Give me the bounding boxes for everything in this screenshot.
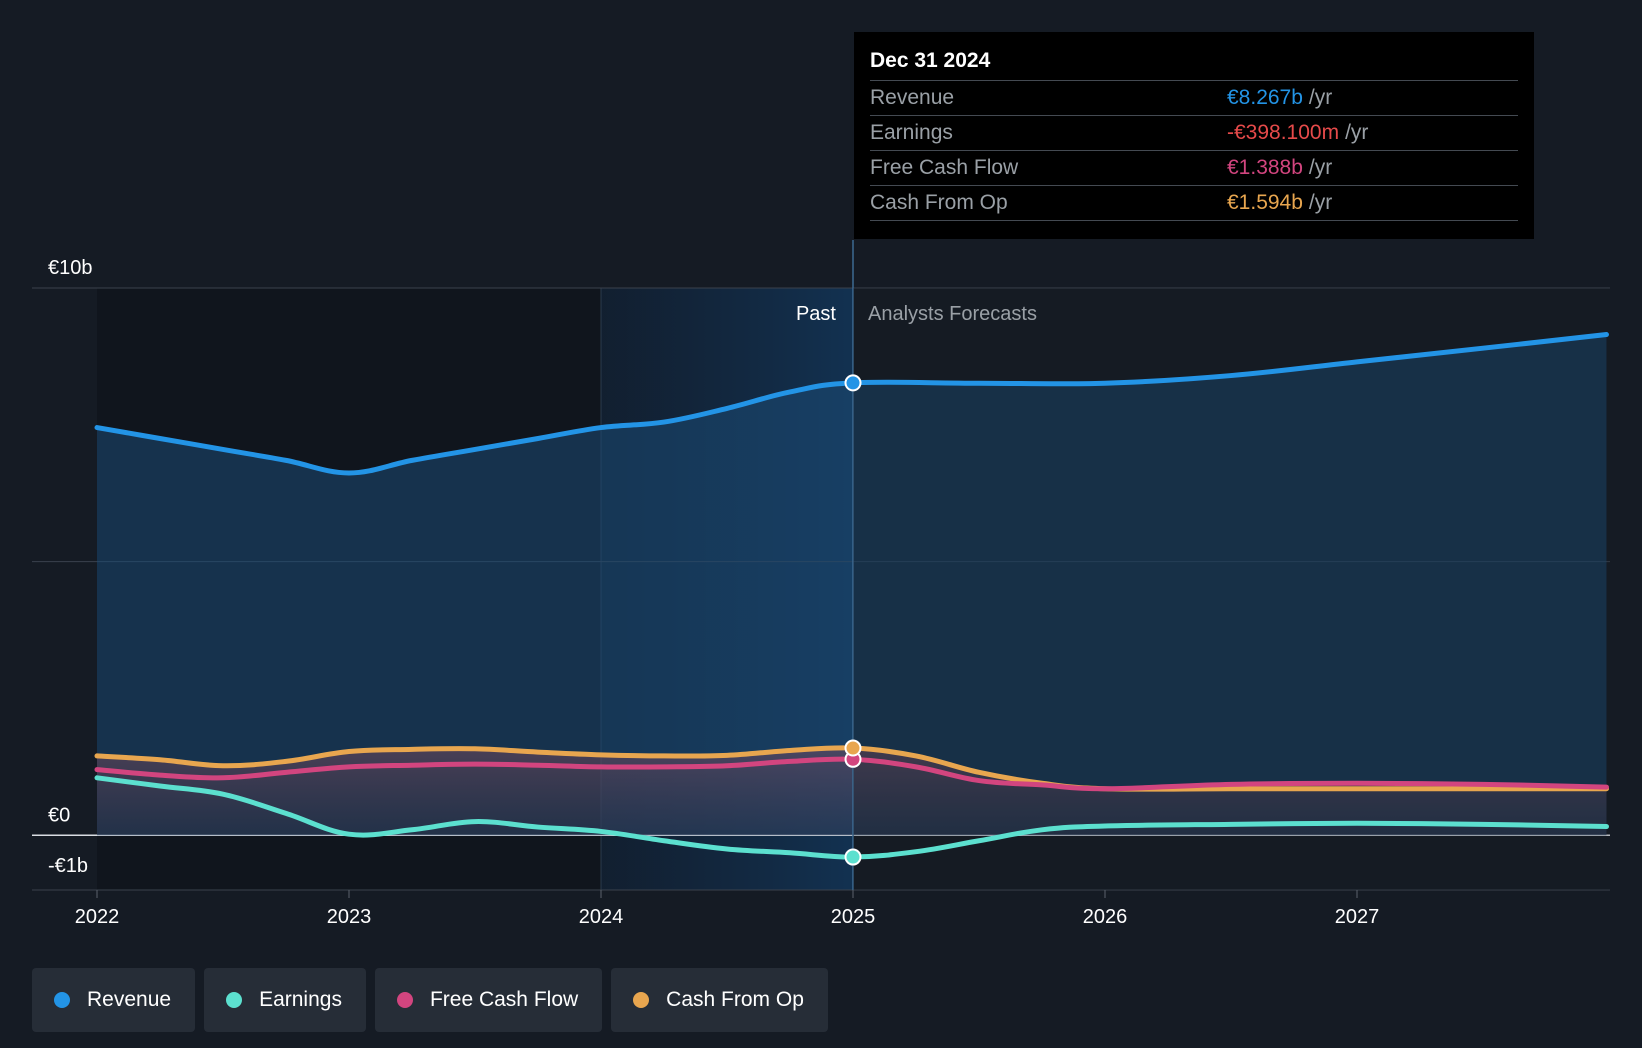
x-tick-label: 2024 (579, 906, 624, 928)
earnings-dot-icon (226, 992, 243, 1008)
tooltip-label: Revenue (870, 86, 955, 109)
tooltip-value: -€398.100m (1227, 121, 1340, 144)
tooltip-unit: /yr (1308, 156, 1333, 179)
x-tick-label: 2026 (1083, 906, 1128, 928)
tooltip-value: €1.594b (1227, 191, 1303, 214)
revenue-area (97, 334, 1607, 836)
legend-item-earnings[interactable]: Earnings (204, 968, 366, 1032)
past-label: Past (796, 303, 836, 325)
legend: Revenue Earnings Free Cash Flow Cash Fro… (32, 968, 828, 1032)
x-tick-label: 2025 (831, 906, 876, 928)
tooltip-value: €1.388b (1227, 156, 1303, 179)
earnings-line (94, 775, 1609, 860)
legend-label: Earnings (259, 988, 342, 1011)
cash-from-op-dot-icon (633, 992, 650, 1008)
tooltip-row-free-cash-flow: Free Cash Flow €1.388b /yr (870, 151, 1518, 186)
legend-item-revenue[interactable]: Revenue (32, 968, 196, 1032)
chart: €10b €0 -€1b 2022 2023 2024 2025 2026 2027 Past An… (32, 240, 1610, 928)
earnings-marker (844, 848, 862, 866)
cash-area (97, 747, 1607, 836)
cash-from-op-line (94, 745, 1609, 792)
x-tick-label: 2022 (75, 906, 120, 928)
x-tick-label: 2027 (1335, 906, 1380, 928)
tooltip-row-earnings: Earnings -€398.100m /yr (870, 116, 1518, 151)
tooltip-unit: /yr (1308, 191, 1333, 214)
tooltip-unit: /yr (1308, 86, 1333, 109)
free-cash-flow-line (94, 756, 1609, 792)
legend-item-cash-from-op[interactable]: Cash From Op (611, 968, 828, 1032)
legend-label: Free Cash Flow (429, 988, 579, 1011)
revenue-dot-icon (54, 992, 70, 1008)
tooltip-unit: /yr (1345, 121, 1369, 144)
legend-label: Revenue (87, 988, 172, 1011)
revenue-marker (844, 374, 862, 392)
legend-item-free-cash-flow[interactable]: Free Cash Flow (374, 968, 603, 1032)
tooltip: Dec 31 2024 Revenue €8.267b /yr Earnings… (854, 32, 1534, 239)
tooltip-date: Dec 31 2024 (870, 46, 1518, 81)
tooltip-label: Earnings (870, 121, 953, 144)
y-tick-label: -€1b (48, 855, 88, 877)
x-tick-label: 2023 (327, 906, 372, 928)
tooltip-label: Free Cash Flow (870, 156, 1019, 179)
forecast-label: Analysts Forecasts (868, 303, 1037, 325)
free-cash-flow-dot-icon (396, 992, 413, 1008)
legend-label: Cash From Op (666, 988, 804, 1011)
forecast-region (853, 288, 1610, 890)
tooltip-row-revenue: Revenue €8.267b /yr (870, 81, 1518, 116)
cash-from-op-marker (844, 739, 862, 757)
revenue-line (94, 332, 1609, 476)
tooltip-label: Cash From Op (870, 191, 1008, 214)
y-tick-label: €0 (48, 804, 70, 826)
tooltip-row-cash-from-op: Cash From Op €1.594b /yr (870, 186, 1518, 221)
y-tick-label: €10b (48, 257, 93, 279)
tooltip-value: €8.267b (1227, 86, 1303, 109)
